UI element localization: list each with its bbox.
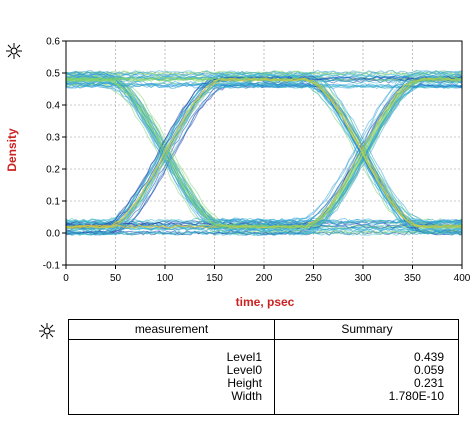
marker-icon[interactable] (5, 42, 23, 60)
y-tick-label: 0.0 (46, 229, 60, 240)
eye-diagram-chart: 0 50 100 150 200 250 300 350 400 -0.1 0.0 0.1 0.2 0.… (5, 37, 471, 310)
eye-trace (65, 74, 463, 227)
table-row: Level0 0.059 (69, 364, 458, 377)
row-name: Level1 (226, 350, 262, 364)
x-tick-label: 50 (110, 273, 122, 284)
column-header-measurement: measurement (69, 320, 275, 339)
y-axis-ticks: -0.1 0.0 0.1 0.2 0.3 0.4 0.5 0.6 (43, 37, 66, 272)
x-tick-label: 300 (355, 273, 372, 284)
y-tick-label: 0.4 (46, 101, 60, 112)
x-tick-label: 400 (454, 273, 471, 284)
measurement-table: measurement Summary Level1 0.439 Level0 … (68, 319, 459, 415)
table-row: Width 1.780E-10 (69, 390, 458, 403)
y-tick-label: 0.6 (46, 37, 60, 48)
column-divider (274, 339, 275, 415)
eye-traces (65, 69, 463, 237)
eye-trace-core (65, 77, 463, 229)
eye-trace (65, 75, 463, 227)
table-header: measurement Summary (69, 320, 458, 340)
row-value: 0.439 (413, 350, 444, 364)
y-tick-label: 0.1 (46, 197, 60, 208)
x-tick-label: 100 (157, 273, 174, 284)
eye-trace (65, 73, 463, 225)
y-tick-label: 0.5 (46, 69, 60, 80)
row-value: 1.780E-10 (388, 389, 444, 403)
eye-trace-core (65, 77, 463, 229)
row-value: 0.231 (413, 376, 444, 390)
x-tick-label: 150 (206, 273, 223, 284)
x-tick-label: 200 (256, 273, 273, 284)
row-value: 0.059 (413, 363, 444, 377)
y-axis-label: Density (5, 128, 19, 172)
row-name: Width (231, 389, 262, 403)
x-tick-label: 0 (63, 273, 69, 284)
eye-trace (65, 69, 463, 75)
eye-trace-core (65, 77, 463, 229)
eye-trace-core (65, 77, 463, 229)
y-tick-label: 0.2 (46, 165, 60, 176)
marker-icon[interactable] (38, 322, 56, 340)
table-row: Height 0.231 (69, 377, 458, 390)
x-tick-label: 350 (404, 273, 421, 284)
x-tick-label: 250 (305, 273, 322, 284)
x-axis-ticks: 0 50 100 150 200 250 300 350 400 (63, 265, 471, 284)
y-tick-label: -0.1 (43, 261, 61, 272)
column-header-summary: Summary (341, 322, 393, 336)
eye-trace (65, 69, 463, 75)
table-row: Level1 0.439 (69, 351, 458, 364)
eye-trace (65, 231, 463, 236)
eye-trace (65, 83, 463, 89)
row-name: Level0 (226, 363, 262, 377)
x-axis-label: time, psec (236, 295, 295, 309)
y-tick-label: 0.3 (46, 133, 60, 144)
row-name: Height (227, 376, 262, 390)
